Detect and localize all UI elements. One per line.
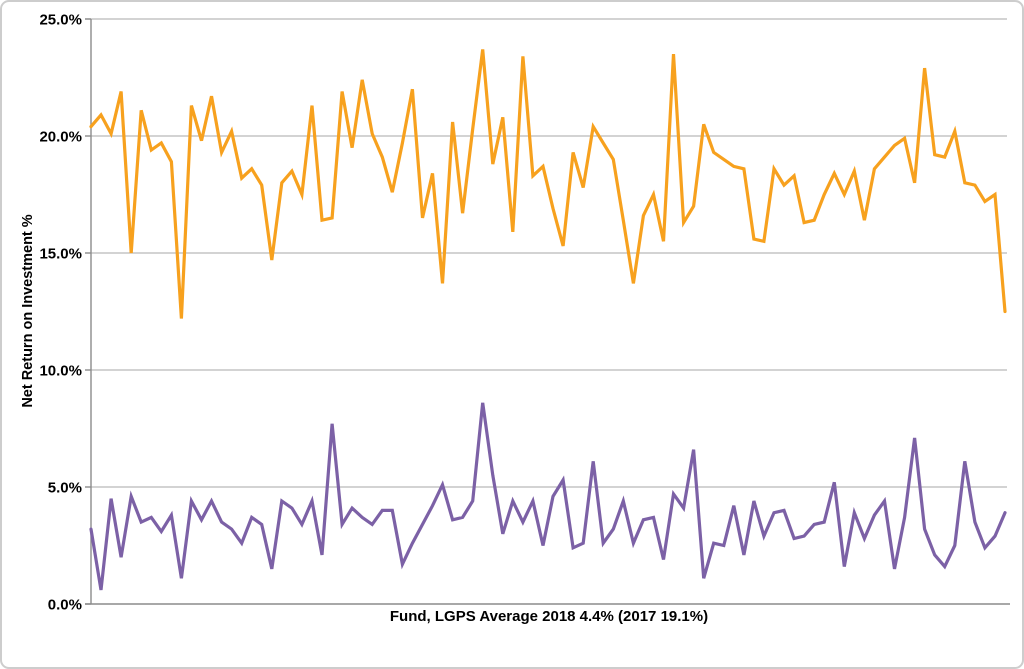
x-axis-title: Fund, LGPS Average 2018 4.4% (2017 19.1%… [389,608,709,625]
y-tick-label: 25.0% [39,12,82,29]
y-tick-label: 5.0% [48,480,82,497]
y-tick-label: 15.0% [39,246,82,263]
orange-line-series [89,49,1007,319]
y-tick-label: 10.0% [39,363,82,380]
y-axis-title: Net Return on Investment % [20,214,36,408]
y-tick-label: 20.0% [39,129,82,146]
y-tick-label: 0.0% [48,597,82,614]
purple-line-series [89,402,1007,591]
